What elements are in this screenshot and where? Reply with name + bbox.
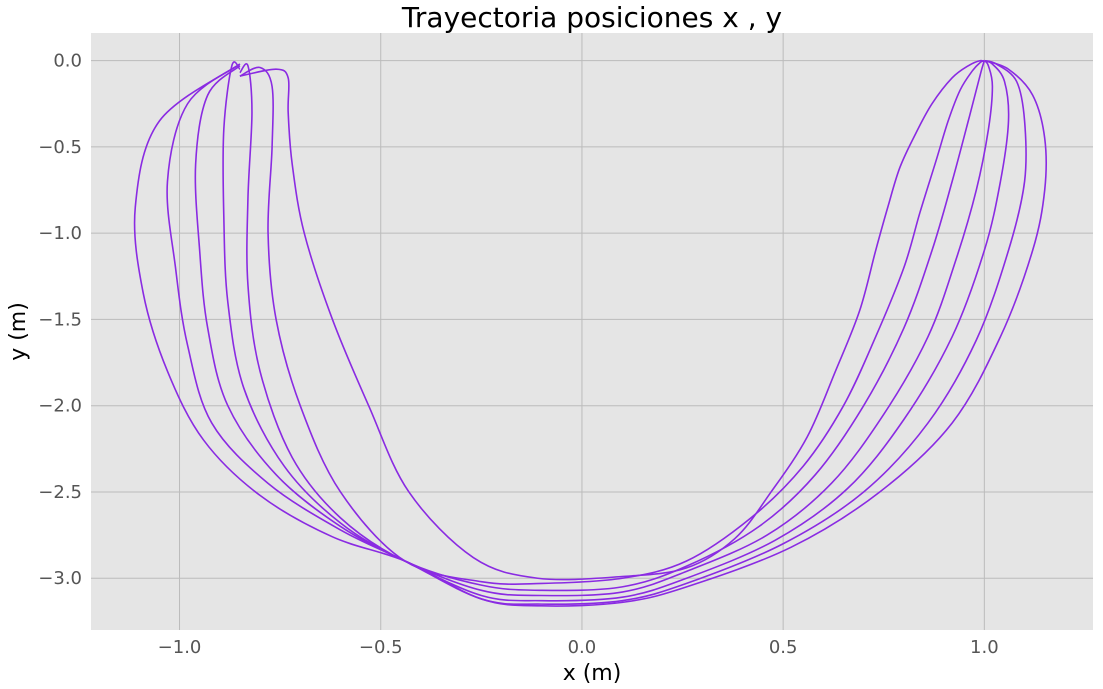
y-tick-label: −3.0: [38, 568, 82, 589]
y-tick-labels: 0.0 −0.5 −1.0 −1.5 −2.0 −2.5 −3.0: [38, 51, 82, 590]
y-tick-label: −1.5: [38, 309, 82, 330]
x-tick-labels: −1.0 −0.5 0.0 0.5 1.0: [158, 637, 999, 658]
trajectory-line-2: [239, 59, 985, 585]
y-tick-label: −2.5: [38, 482, 82, 503]
x-tick-label: −1.0: [158, 637, 202, 658]
trajectory-line-3: [239, 60, 986, 592]
plot-background: [91, 33, 1093, 630]
x-tick-label: 0.5: [769, 637, 798, 658]
y-tick-label: −2.0: [38, 396, 82, 417]
x-tick-label: 1.0: [970, 637, 999, 658]
y-axis-label: y (m): [6, 302, 31, 361]
trajectory-line-6: [166, 59, 1027, 606]
trajectory-line-5: [194, 59, 1010, 602]
x-axis-label: x (m): [563, 661, 622, 686]
y-tick-label: −0.5: [38, 137, 82, 158]
y-tick-label: 0.0: [53, 51, 82, 72]
x-tick-label: 0.0: [568, 637, 597, 658]
trajectory-line-7: [133, 59, 1048, 607]
series-lines: [133, 59, 1048, 607]
grid-lines: [91, 33, 1093, 630]
x-tick-label: −0.5: [359, 637, 403, 658]
chart-title: Trayectoria posiciones x , y: [401, 1, 782, 34]
y-tick-label: −1.0: [38, 223, 82, 244]
trajectory-line-4: [222, 60, 994, 597]
trajectory-line-1: [239, 59, 985, 581]
